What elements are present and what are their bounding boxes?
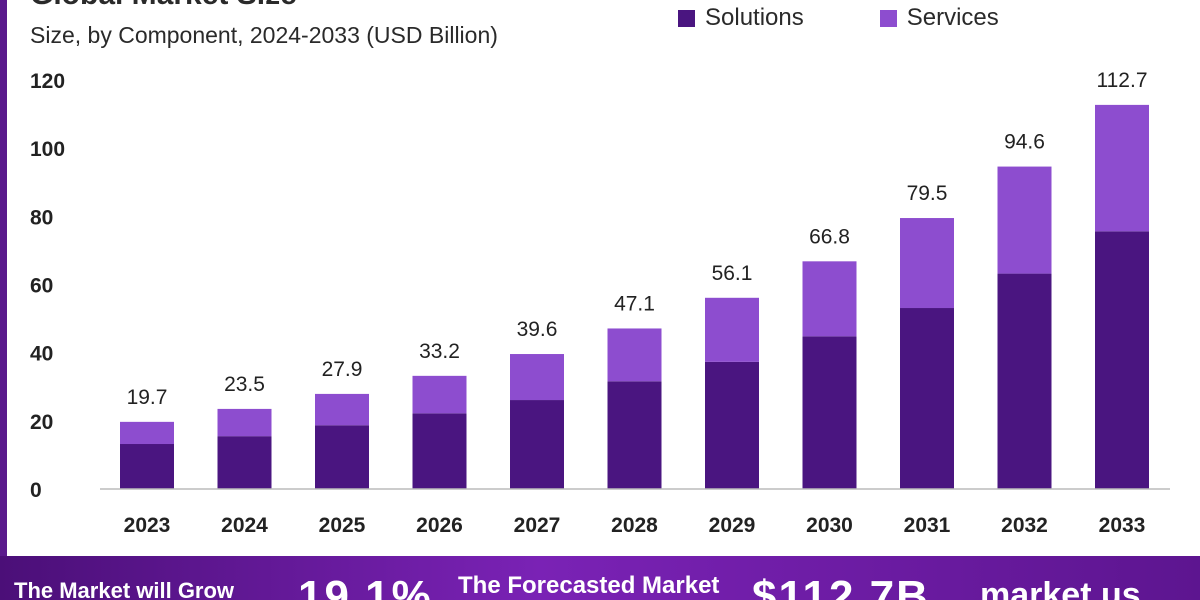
- legend-item-solutions: Solutions: [678, 4, 804, 32]
- bar-services-2031: [900, 218, 954, 309]
- legend-label-solutions: Solutions: [705, 4, 804, 31]
- legend: Solutions Services: [678, 4, 999, 32]
- data-label-2024: 23.5: [224, 373, 265, 396]
- bar-services-2030: [802, 261, 857, 337]
- footer-market-value: $112.7B: [752, 572, 930, 600]
- x-tick-label-2026: 2026: [416, 514, 463, 537]
- data-label-2031: 79.5: [907, 182, 948, 205]
- x-tick-label-2032: 2032: [1001, 514, 1048, 537]
- bar-solutions-2030: [802, 336, 857, 489]
- data-label-2028: 47.1: [614, 292, 655, 315]
- bar-solutions-2028: [607, 381, 662, 489]
- y-tick-label-100: 100: [30, 138, 65, 161]
- bar-services-2023: [120, 421, 174, 445]
- footer-grow-text: The Market will Grow: [14, 578, 235, 600]
- x-tick-label-2027: 2027: [514, 514, 561, 537]
- bar-solutions-2023: [120, 444, 174, 489]
- bar-solutions-2029: [705, 361, 759, 489]
- bar-services-2032: [997, 166, 1052, 274]
- chart-title-partial: Global Market Size: [30, 0, 297, 12]
- bar-services-2027: [510, 354, 564, 401]
- x-tick-label-2033: 2033: [1099, 514, 1146, 537]
- y-tick-label-20: 20: [30, 411, 53, 434]
- bar-solutions-2026: [412, 413, 467, 489]
- data-label-2026: 33.2: [419, 340, 460, 363]
- chart-subtitle: Size, by Component, 2024-2033 (USD Billi…: [30, 22, 498, 48]
- bar-services-2029: [705, 297, 759, 362]
- bar-services-2028: [607, 328, 662, 382]
- bar-solutions-2031: [900, 308, 954, 489]
- bar-services-2024: [217, 408, 272, 437]
- left-accent-bar: [0, 0, 7, 556]
- legend-swatch-solutions: [678, 9, 695, 27]
- footer-cagr-value: 19.1%: [298, 572, 433, 600]
- x-tick-label-2031: 2031: [904, 514, 951, 537]
- data-label-2033: 112.7: [1097, 69, 1148, 92]
- bar-solutions-2033: [1095, 231, 1149, 489]
- x-tick-label-2025: 2025: [319, 514, 366, 537]
- footer-brand-logo: market.us: [980, 576, 1141, 600]
- legend-label-services: Services: [906, 4, 999, 31]
- data-label-2023: 19.7: [127, 386, 168, 409]
- y-tick-label-40: 40: [30, 343, 53, 366]
- bar-services-2026: [412, 375, 467, 414]
- data-label-2027: 39.6: [517, 318, 558, 341]
- x-tick-label-2030: 2030: [806, 514, 853, 537]
- bar-services-2033: [1095, 104, 1149, 232]
- bar-services-2025: [315, 393, 369, 426]
- bar-solutions-2024: [217, 436, 272, 489]
- bar-solutions-2025: [315, 425, 369, 489]
- y-tick-label-0: 0: [30, 479, 42, 502]
- x-tick-label-2028: 2028: [611, 514, 658, 537]
- data-label-2025: 27.9: [322, 358, 363, 381]
- legend-swatch-services: [879, 9, 897, 27]
- data-label-2030: 66.8: [809, 225, 850, 248]
- footer-banner: The Market will Grow 19.1% The Forecaste…: [0, 556, 1200, 600]
- y-tick-label-80: 80: [30, 206, 53, 229]
- footer-forecast-text: The Forecasted Market: [458, 572, 720, 599]
- data-label-2032: 94.6: [1004, 131, 1045, 154]
- legend-item-services: Services: [879, 4, 999, 32]
- stacked-bar-chart: 0 20 40 60 80 100 120 19.7 2023 23.5 2024 27.9 2025 3…: [30, 69, 1170, 537]
- x-tick-label-2024: 2024: [221, 514, 268, 537]
- x-tick-label-2029: 2029: [709, 514, 756, 537]
- x-tick-label-2023: 2023: [124, 514, 171, 537]
- y-tick-label-120: 120: [30, 70, 65, 93]
- bar-solutions-2032: [997, 273, 1052, 489]
- bar-solutions-2027: [510, 400, 564, 489]
- data-label-2029: 56.1: [712, 262, 753, 285]
- y-tick-label-60: 60: [30, 275, 53, 298]
